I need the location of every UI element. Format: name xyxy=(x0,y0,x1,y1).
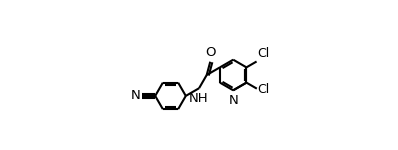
Text: Cl: Cl xyxy=(258,83,270,96)
Text: Cl: Cl xyxy=(258,47,269,60)
Text: N: N xyxy=(228,94,238,108)
Text: O: O xyxy=(205,46,215,59)
Text: N: N xyxy=(131,89,140,102)
Text: NH: NH xyxy=(189,92,208,105)
